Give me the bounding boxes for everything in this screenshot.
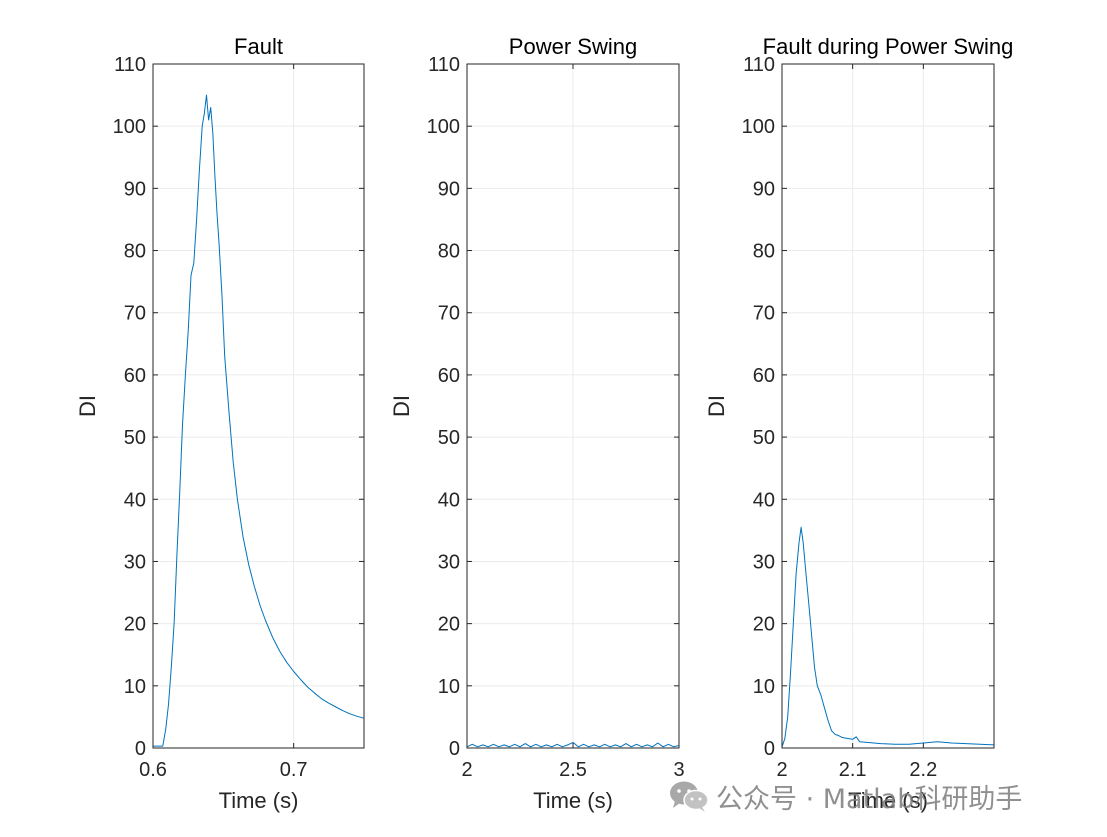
- y-tick-label: 40: [124, 489, 146, 511]
- y-tick-label: 100: [742, 116, 775, 138]
- x-tick-label: 2: [776, 759, 787, 781]
- data-line-series-1: [466, 741, 680, 748]
- y-tick-label: 50: [124, 427, 146, 449]
- y-tick-label: 70: [753, 303, 775, 325]
- chart-panel-1: 0 10 20 30 40 50 60 70 80 90 100 110 0.6 0.7 Fault Time…: [75, 34, 365, 813]
- y-tick-label: 110: [743, 54, 775, 76]
- y-tick-label: 100: [427, 116, 460, 138]
- y-tick-label: 90: [753, 178, 775, 200]
- data-line-series-1: [781, 526, 995, 747]
- x-tick-label: 0.6: [139, 759, 167, 781]
- x-axis-label: Time (s): [848, 788, 928, 813]
- y-tick-label: 30: [753, 551, 775, 573]
- watermark-text: 公众号 · Matlab科研助手: [716, 783, 1023, 815]
- y-tick-label: 20: [753, 614, 775, 636]
- y-tick-label: 90: [438, 178, 460, 200]
- x-tick-label: 2.2: [909, 759, 937, 781]
- y-tick-label: 10: [438, 676, 460, 698]
- y-axis-label: DI: [75, 395, 100, 417]
- y-tick-label: 10: [753, 676, 775, 698]
- watermark: 公众号 · Matlab科研助手: [668, 776, 1022, 816]
- x-tick-label: 3: [673, 759, 684, 781]
- chart-title: Fault during Power Swing: [763, 34, 1014, 59]
- y-tick-label: 60: [753, 365, 775, 387]
- y-tick-label: 40: [438, 489, 460, 511]
- data-line-series-1: [153, 94, 365, 747]
- y-tick-label: 80: [124, 241, 146, 263]
- y-tick-label: 80: [753, 241, 775, 263]
- y-axis-label: DI: [389, 395, 414, 417]
- y-tick-label: 0: [764, 738, 775, 760]
- y-axis-label: DI: [704, 395, 729, 417]
- wechat-icon: [668, 779, 710, 813]
- chart-title: Power Swing: [509, 34, 637, 59]
- y-tick-label: 80: [438, 241, 460, 263]
- chart-title: Fault: [234, 34, 283, 59]
- y-tick-label: 20: [438, 614, 460, 636]
- y-tick-label: 0: [135, 738, 146, 760]
- axes-box: [152, 63, 365, 749]
- y-tick-label: 10: [124, 676, 146, 698]
- y-tick-label: 30: [438, 551, 460, 573]
- y-tick-label: 40: [753, 489, 775, 511]
- y-tick-label: 70: [124, 303, 146, 325]
- x-axis-label: Time (s): [219, 788, 299, 813]
- y-tick-label: 70: [438, 303, 460, 325]
- y-tick-label: 90: [124, 178, 146, 200]
- x-axis-label: Time (s): [533, 788, 613, 813]
- chart-panel-3: 0 10 20 30 40 50 60 70 80 90 100 110 2 2.1 2.2 Fault du…: [704, 34, 1013, 813]
- y-tick-label: 20: [124, 614, 146, 636]
- x-tick-label: 2.5: [559, 759, 587, 781]
- x-tick-label: 2: [461, 759, 472, 781]
- y-tick-label: 60: [124, 365, 146, 387]
- y-tick-label: 110: [114, 54, 146, 76]
- axes-box: [781, 63, 995, 749]
- y-tick-label: 50: [438, 427, 460, 449]
- x-tick-label: 0.7: [280, 759, 308, 781]
- y-tick-label: 50: [753, 427, 775, 449]
- y-tick-label: 0: [449, 738, 460, 760]
- y-tick-label: 100: [113, 116, 146, 138]
- x-tick-label: 2.1: [839, 759, 867, 781]
- y-tick-label: 60: [438, 365, 460, 387]
- chart-panel-2: 0 10 20 30 40 50 60 70 80 90 100 110 2 2.5 3 Power Swin…: [389, 34, 685, 813]
- y-tick-label: 110: [428, 54, 460, 76]
- y-tick-label: 30: [124, 551, 146, 573]
